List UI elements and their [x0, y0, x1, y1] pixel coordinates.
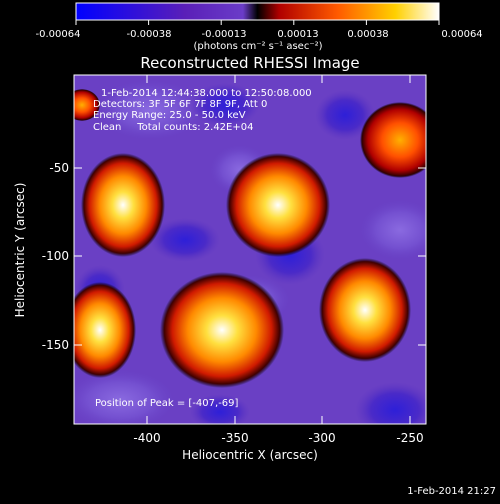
colorbar: -0.00064 -0.00038 -0.00013 0.00013 0.000…	[36, 2, 483, 52]
x-axis-title: Heliocentric X (arcsec)	[182, 448, 318, 462]
colorbar-tick: -0.00038	[127, 29, 172, 40]
y-tick-label: -150	[42, 338, 69, 352]
colorbar-tick: 0.00038	[347, 29, 388, 40]
heatmap-image	[74, 75, 426, 424]
peak-position: Position of Peak = [-407,-69]	[95, 398, 239, 409]
x-tick-label: -250	[396, 431, 423, 445]
colorbar-units: (photons cm⁻² s⁻¹ asec⁻²)	[193, 41, 322, 52]
info-detectors: Detectors: 3F 5F 6F 7F 8F 9F, Att 0	[93, 99, 267, 110]
y-axis-title: Heliocentric Y (arcsec)	[13, 183, 27, 318]
colorbar-tick: 0.00013	[277, 29, 318, 40]
image-title: Reconstructed RHESSI Image	[140, 54, 359, 72]
colorbar-gradient	[75, 2, 440, 21]
info-time: 1-Feb-2014 12:44:38.000 to 12:50:08.000	[101, 88, 312, 99]
colorbar-tick: -0.00064	[36, 29, 81, 40]
plot-frame	[73, 74, 427, 425]
x-axis-ticks	[146, 75, 411, 424]
y-tick-label: -100	[42, 249, 69, 263]
x-tick-label: -350	[221, 431, 248, 445]
colorbar-tick: -0.00013	[202, 29, 247, 40]
x-tick-label: -300	[308, 431, 335, 445]
colorbar-tick: 0.00064	[441, 29, 482, 40]
x-tick-label: -400	[133, 431, 160, 445]
y-tick-label: -50	[49, 161, 69, 175]
info-energy: Energy Range: 25.0 - 50.0 keV	[93, 110, 246, 121]
info-clean: Clean Total counts: 2.42E+04	[93, 122, 253, 133]
y-axis-ticks	[74, 167, 426, 346]
timestamp: 1-Feb-2014 21:27	[407, 486, 496, 497]
info-block: 1-Feb-2014 12:44:38.000 to 12:50:08.000 …	[93, 88, 312, 133]
